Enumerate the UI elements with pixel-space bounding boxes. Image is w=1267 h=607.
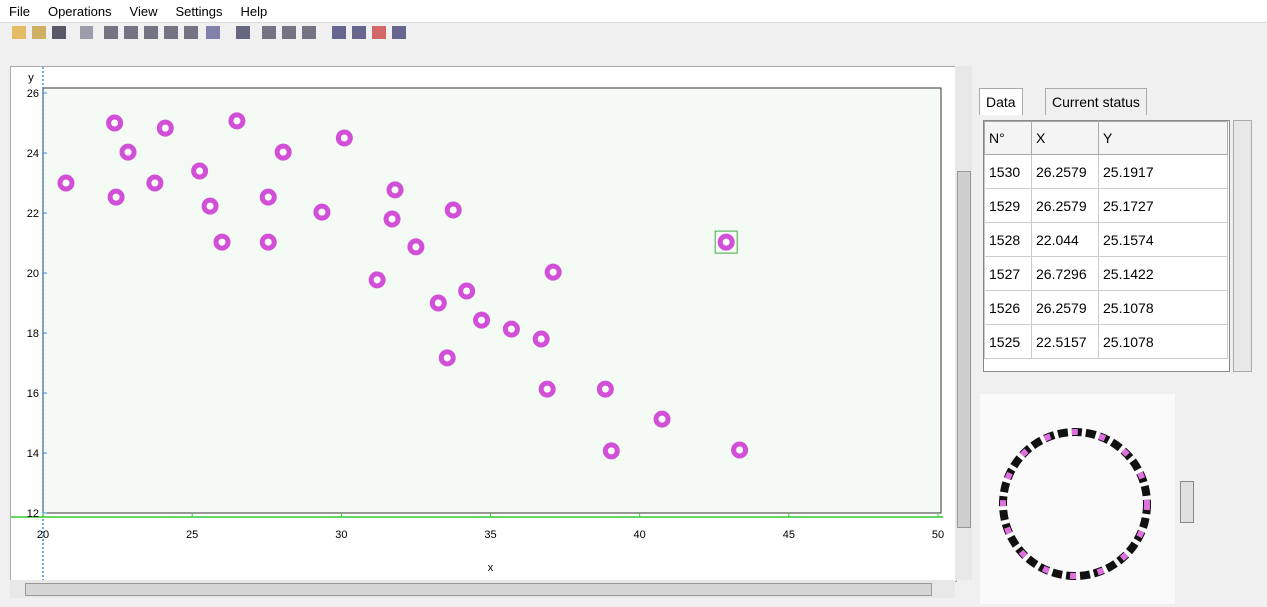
zoom-view <box>980 394 1175 604</box>
y-tick-label: 16 <box>27 388 39 400</box>
table-cell[interactable]: 26.2579 <box>1032 291 1099 325</box>
digitized-point <box>371 274 383 286</box>
digitized-point <box>476 314 488 326</box>
x-tick-label: 20 <box>37 529 49 541</box>
table-cell[interactable]: 25.1917 <box>1099 155 1228 189</box>
digitized-point <box>204 200 216 212</box>
vertical-scrollbar[interactable] <box>955 66 972 580</box>
x-tick-label: 50 <box>932 529 944 541</box>
x-tick-label: 30 <box>335 529 347 541</box>
digitized-point <box>262 191 274 203</box>
plot-area <box>43 88 941 513</box>
digitized-point <box>447 204 459 216</box>
tab[interactable]: Current status <box>1045 88 1147 115</box>
zoom-image <box>980 394 1175 604</box>
digitized-point <box>734 444 746 456</box>
menu-item[interactable]: Settings <box>167 4 232 19</box>
table-cell[interactable]: 25.1078 <box>1099 291 1228 325</box>
digitized-point <box>720 236 732 248</box>
digitized-point <box>122 146 134 158</box>
table-cell[interactable]: 22.5157 <box>1032 325 1099 359</box>
digitized-point <box>461 285 473 297</box>
menu-item[interactable]: Help <box>231 4 276 19</box>
digitized-point <box>541 383 553 395</box>
digitized-point <box>535 333 547 345</box>
y-tick-label: 24 <box>27 148 39 160</box>
digitized-point <box>194 165 206 177</box>
y-tick-label: 18 <box>27 328 39 340</box>
digitized-point <box>389 184 401 196</box>
y-tick-label: 26 <box>27 88 39 100</box>
digitized-point <box>505 323 517 335</box>
y-tick-label: 12 <box>27 508 39 520</box>
tab[interactable]: Data <box>979 88 1023 115</box>
table-cell[interactable]: 1529 <box>985 189 1032 223</box>
x-tick-label: 25 <box>186 529 198 541</box>
app-window: {"menu":["File","Operations","View","Set… <box>0 0 1267 606</box>
x-tick-label: 40 <box>634 529 646 541</box>
x-tick-label: 35 <box>484 529 496 541</box>
digitized-point <box>216 236 228 248</box>
toolbar <box>0 23 1267 43</box>
y-axis-label: y <box>28 72 34 84</box>
digitized-point <box>386 213 398 225</box>
digitized-point <box>605 445 617 457</box>
table-cell[interactable]: 25.1078 <box>1099 325 1228 359</box>
table-cell[interactable]: 1527 <box>985 257 1032 291</box>
table-cell[interactable]: 26.2579 <box>1032 189 1099 223</box>
y-tick-label: 14 <box>27 448 39 460</box>
y-tick-label: 20 <box>27 268 39 280</box>
menu-item[interactable]: File <box>0 4 39 19</box>
y-tick-label: 22 <box>27 208 39 220</box>
digitized-point <box>656 413 668 425</box>
table-cell[interactable]: 26.7296 <box>1032 257 1099 291</box>
digitized-point <box>277 146 289 158</box>
digitized-point <box>231 115 243 127</box>
toolbar-icons <box>0 23 500 43</box>
x-tick-label: 45 <box>783 529 795 541</box>
table-cell[interactable]: 25.1422 <box>1099 257 1228 291</box>
column-header[interactable]: X <box>1032 122 1099 155</box>
plot-panel[interactable]: 20 25 30 35 40 45 50 12 14 16 18 20 22 24 26 x y <box>10 66 957 582</box>
digitized-point <box>60 177 72 189</box>
zoom-spinner[interactable] <box>1180 481 1194 523</box>
digitized-point <box>316 206 328 218</box>
table-cell[interactable]: 25.1574 <box>1099 223 1228 257</box>
horizontal-scrollbar[interactable] <box>10 580 955 598</box>
table-cell[interactable]: 1528 <box>985 223 1032 257</box>
digitized-point <box>110 191 122 203</box>
digitized-point <box>410 241 422 253</box>
digitized-point <box>262 236 274 248</box>
x-axis-label: x <box>488 562 494 574</box>
column-header[interactable]: N° <box>985 122 1032 155</box>
digitized-point <box>338 132 350 144</box>
table-cell[interactable]: 1525 <box>985 325 1032 359</box>
digitized-point <box>441 352 453 364</box>
table-cell[interactable]: 22.044 <box>1032 223 1099 257</box>
digitized-point <box>432 297 444 309</box>
digitized-point <box>149 177 161 189</box>
digitized-point <box>599 383 611 395</box>
menu-item[interactable]: View <box>121 4 167 19</box>
digitized-point <box>159 122 171 134</box>
digitized-point <box>547 266 559 278</box>
table-cell[interactable]: 26.2579 <box>1032 155 1099 189</box>
table-cell[interactable]: 1526 <box>985 291 1032 325</box>
plot: 20 25 30 35 40 45 50 12 14 16 18 20 22 24 26 x y <box>11 67 956 581</box>
table-scrollbar[interactable] <box>1233 120 1252 372</box>
menu-item[interactable]: Operations <box>39 4 121 19</box>
column-header[interactable]: Y <box>1099 122 1228 155</box>
table-cell[interactable]: 25.1727 <box>1099 189 1228 223</box>
table-cell[interactable]: 1530 <box>985 155 1032 189</box>
digitized-point <box>109 117 121 129</box>
